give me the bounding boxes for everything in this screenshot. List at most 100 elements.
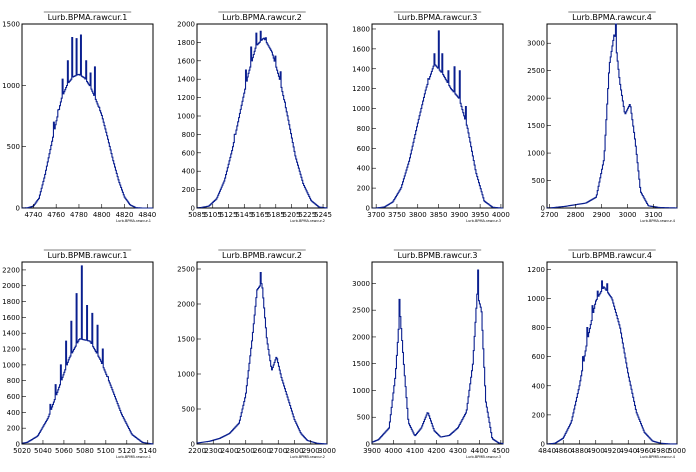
- y-tick-label: 0: [191, 441, 195, 449]
- chart-title: Lurb.BPMA.rawcur.1: [48, 13, 128, 22]
- x-axis-label: Lurb.BPMA.rawcur.1: [116, 219, 151, 223]
- y-tick-label: 1000: [2, 82, 20, 90]
- y-tick-label: 500: [532, 177, 545, 185]
- x-tick-label: 5040: [34, 447, 52, 455]
- x-tick-label: 5140: [139, 447, 157, 455]
- y-tick-label: 2200: [2, 266, 20, 274]
- y-tick-label: 0: [366, 205, 370, 213]
- x-tick-label: 5060: [55, 447, 73, 455]
- y-tick-label: 0: [191, 205, 195, 213]
- y-tick-label: 800: [357, 125, 370, 133]
- x-tick-label: 4200: [428, 447, 446, 455]
- x-tick-label: 3950: [471, 211, 489, 219]
- x-tick-label: 5185: [267, 211, 285, 219]
- x-tick-label: 5205: [283, 211, 301, 219]
- y-tick-label: 1200: [177, 94, 195, 102]
- y-tick-label: 200: [357, 185, 370, 193]
- x-tick-label: 2800: [286, 447, 304, 455]
- y-tick-label: 2000: [527, 95, 545, 103]
- x-tick-label: 4940: [619, 447, 637, 455]
- x-tick-label: 2300: [204, 447, 222, 455]
- y-tick-label: 600: [7, 393, 20, 401]
- chart-title: Lurb.BPMA.rawcur.3: [398, 13, 478, 22]
- histogram-series: [196, 271, 328, 445]
- y-tick-label: 1600: [352, 45, 370, 53]
- x-axis-label: Lurb.BPMB.rawcur.2: [290, 455, 325, 459]
- y-tick-label: 1000: [2, 361, 20, 369]
- y-tick-label: 1800: [2, 298, 20, 306]
- x-axis-label: Lurb.BPMB.rawcur.4: [640, 455, 676, 459]
- y-tick-label: 400: [7, 409, 20, 417]
- x-axis-label: Lurb.BPMA.rawcur.2: [290, 219, 325, 223]
- plot-frame: [21, 23, 154, 209]
- y-tick-label: 0: [541, 205, 545, 213]
- histogram-series: [21, 265, 154, 445]
- x-tick-label: 2900: [302, 447, 320, 455]
- y-tick-label: 400: [182, 168, 195, 176]
- x-tick-label: 5085: [188, 211, 206, 219]
- x-tick-label: 4880: [571, 447, 589, 455]
- x-tick-label: 4000: [385, 447, 403, 455]
- plot-frame: [371, 261, 504, 445]
- y-tick-label: 2000: [177, 21, 195, 29]
- y-tick-label: 1500: [352, 360, 370, 368]
- y-tick-label: 1200: [352, 85, 370, 93]
- x-tick-label: 5105: [204, 211, 222, 219]
- y-tick-label: 1000: [527, 295, 545, 303]
- x-tick-label: 5120: [118, 447, 136, 455]
- y-tick-label: 2500: [527, 67, 545, 75]
- histogram-series: [21, 34, 153, 209]
- y-tick-label: 1200: [2, 346, 20, 354]
- x-tick-label: 4920: [603, 447, 621, 455]
- x-axis-label: Lurb.BPMA.rawcur.4: [640, 219, 676, 223]
- y-tick-label: 0: [16, 205, 20, 213]
- plot-frame: [371, 23, 504, 209]
- y-tick-label: 1500: [527, 122, 545, 130]
- x-tick-label: 4780: [70, 211, 88, 219]
- y-tick-label: 0: [366, 441, 370, 449]
- y-tick-label: 600: [182, 149, 195, 157]
- y-tick-label: 1800: [177, 39, 195, 47]
- x-tick-label: 4500: [492, 447, 510, 455]
- y-tick-label: 1500: [2, 21, 20, 29]
- y-tick-label: 1800: [352, 25, 370, 33]
- y-tick-label: 600: [357, 145, 370, 153]
- x-tick-label: 4820: [116, 211, 134, 219]
- plot-frame: [546, 261, 678, 445]
- chart-title: Lurb.BPMB.rawcur.4: [572, 251, 652, 260]
- x-tick-label: 5145: [235, 211, 253, 219]
- plot-frame: [196, 23, 328, 209]
- x-tick-label: 4760: [47, 211, 65, 219]
- x-tick-label: 5225: [298, 211, 316, 219]
- histogram-series: [546, 280, 678, 445]
- x-tick-label: 2200: [188, 447, 206, 455]
- x-tick-label: 2500: [237, 447, 255, 455]
- y-tick-label: 200: [532, 411, 545, 419]
- x-tick-label: 3750: [388, 211, 406, 219]
- y-tick-label: 1000: [352, 105, 370, 113]
- y-tick-label: 200: [182, 186, 195, 194]
- y-tick-label: 2000: [177, 301, 195, 309]
- x-tick-label: 4400: [470, 447, 488, 455]
- x-tick-label: 5080: [76, 447, 94, 455]
- y-tick-label: 3000: [352, 280, 370, 288]
- x-tick-label: 2700: [541, 211, 559, 219]
- x-tick-label: 5165: [251, 211, 269, 219]
- y-tick-label: 1000: [352, 387, 370, 395]
- plot-frame: [196, 261, 328, 445]
- y-tick-label: 400: [532, 382, 545, 390]
- chart-title: Lurb.BPMB.rawcur.3: [398, 251, 478, 260]
- x-tick-label: 3000: [619, 211, 637, 219]
- x-tick-label: 2800: [567, 211, 585, 219]
- y-tick-label: 0: [541, 441, 545, 449]
- x-tick-label: 3900: [363, 447, 381, 455]
- x-tick-label: 4740: [24, 211, 42, 219]
- chart-title: Lurb.BPMB.rawcur.1: [48, 251, 128, 260]
- x-tick-label: 2900: [593, 211, 611, 219]
- y-tick-label: 600: [532, 353, 545, 361]
- y-tick-label: 2500: [177, 266, 195, 274]
- chart-title: Lurb.BPMB.rawcur.2: [222, 251, 302, 260]
- x-tick-label: 4960: [636, 447, 654, 455]
- y-tick-label: 400: [357, 165, 370, 173]
